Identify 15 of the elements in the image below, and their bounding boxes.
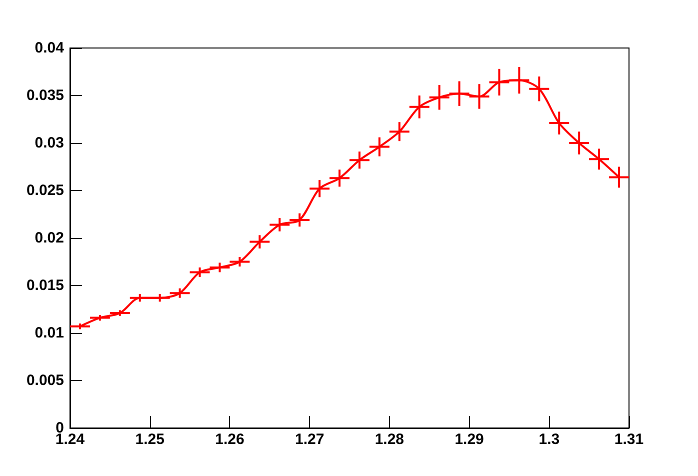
y-tick-label: 0.005 [26, 372, 64, 389]
x-tick-label: 1.25 [135, 431, 164, 448]
y-tick-label: 0.015 [26, 277, 64, 294]
x-tick-label: 1.26 [215, 431, 244, 448]
x-tick-label: 1.29 [454, 431, 484, 448]
x-tick-label: 1.31 [614, 431, 644, 448]
y-tick-label: 0.03 [34, 134, 64, 152]
y-tick-label: 0.02 [34, 230, 64, 246]
y-tick-label: 0.035 [26, 87, 64, 104]
y-tick-label: 0.025 [26, 182, 64, 199]
y-tick-label: 0.01 [34, 324, 64, 342]
y-tick-label: 0.04 [34, 40, 65, 56]
x-tick-label: 1.3 [538, 431, 560, 448]
x-tick-label: 1.27 [294, 431, 324, 448]
x-tick-label: 1.28 [374, 431, 404, 448]
